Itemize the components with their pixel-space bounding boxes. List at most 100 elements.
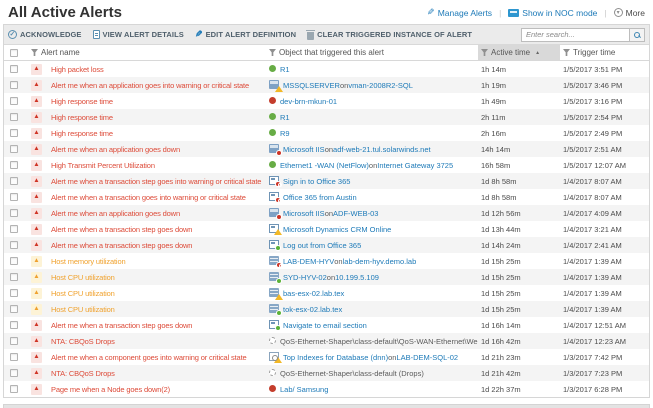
alert-name-link[interactable]: Alert me when a transaction goes into wa… (51, 192, 246, 202)
row-checkbox[interactable] (10, 321, 18, 329)
table-row[interactable]: ▲ Alert me when an application goes down… (4, 141, 649, 157)
view-alert-details-button[interactable]: VIEW ALERT DETAILS (92, 30, 184, 39)
object-link[interactable]: Lab/ Samsung (280, 384, 329, 394)
object-link[interactable]: tok-esx-02.lab.tex (283, 304, 343, 314)
table-row[interactable]: ▲ Alert me when an application goes down… (4, 205, 649, 221)
select-all-checkbox[interactable] (10, 48, 18, 57)
alert-name-link[interactable]: Alert me when a component goes into warn… (51, 352, 247, 362)
row-checkbox[interactable] (10, 369, 18, 377)
row-checkbox[interactable] (10, 97, 18, 105)
alert-name-link[interactable]: Page me when a Node goes down(2) (51, 384, 171, 394)
column-header-trigger-time[interactable]: Trigger time (560, 45, 649, 60)
table-row[interactable]: ▲ Host memory utilization LAB-DEM-HYV on… (4, 253, 649, 269)
clear-triggered-instance-button[interactable]: CLEAR TRIGGERED INSTANCE OF ALERT (306, 29, 472, 40)
table-row[interactable]: ▲ Host CPU utilization bas-esx-02.lab.te… (4, 285, 649, 301)
alert-name-link[interactable]: Host CPU utilization (51, 288, 115, 298)
object-link[interactable]: LAB-DEM-HYV (283, 256, 335, 266)
object-link[interactable]: Office 365 from Austin (283, 192, 357, 202)
object-link[interactable]: Microsoft Dynamics CRM Online (283, 224, 392, 234)
search-button[interactable] (629, 27, 645, 42)
table-row[interactable]: ▲ Alert me when a transaction step goes … (4, 317, 649, 333)
alert-name-link[interactable]: Host CPU utilization (51, 304, 115, 314)
object-link[interactable]: MSSQLSERVER (283, 80, 340, 90)
alert-name-link[interactable]: Host CPU utilization (51, 272, 115, 282)
object-link[interactable]: SYD-HYV-02 (283, 272, 327, 282)
object-link[interactable]: vman-2008R2-SQL (348, 80, 413, 90)
alert-name-link[interactable]: High Transmit Percent Utilization (51, 160, 155, 170)
object-link[interactable]: dev-brn-mkun-01 (280, 96, 338, 106)
row-checkbox[interactable] (10, 385, 18, 393)
filter-icon[interactable] (269, 49, 276, 56)
table-row[interactable]: ▲ Page me when a Node goes down(2) Lab/ … (4, 381, 649, 397)
object-link[interactable]: R9 (280, 128, 290, 138)
table-row[interactable]: ▲ Alert me when a transaction step goes … (4, 173, 649, 189)
table-row[interactable]: ▲ High response time R1 2h 11m 1/5/2017 … (4, 109, 649, 125)
alert-name-link[interactable]: NTA: CBQoS Drops (51, 368, 115, 378)
object-link[interactable]: Navigate to email section (283, 320, 367, 330)
table-row[interactable]: ▲ Alert me when a component goes into wa… (4, 349, 649, 365)
alert-name-link[interactable]: NTA: CBQoS Drops (51, 336, 115, 346)
row-checkbox[interactable] (10, 305, 18, 313)
alert-name-link[interactable]: Alert me when a transaction step goes do… (51, 224, 193, 234)
table-row[interactable]: ▲ Host CPU utilization tok-esx-02.lab.te… (4, 301, 649, 317)
alert-name-link[interactable]: Host memory utilization (51, 256, 126, 266)
row-checkbox[interactable] (10, 353, 18, 361)
column-header-alert-name[interactable]: Alert name (28, 45, 266, 60)
object-link[interactable]: ADF-WEB-03 (333, 208, 379, 218)
table-row[interactable]: ▲ High response time R9 2h 16m 1/5/2017 … (4, 125, 649, 141)
more-button[interactable]: ▾ More (613, 8, 645, 18)
filter-icon[interactable] (31, 49, 38, 56)
object-link[interactable]: Log out from Office 365 (283, 240, 362, 250)
object-link[interactable]: Sign in to Office 365 (283, 176, 351, 186)
object-link[interactable]: Top Indexes for Database (dnn) (283, 352, 389, 362)
row-checkbox[interactable] (10, 273, 18, 281)
row-checkbox[interactable] (10, 193, 18, 201)
row-checkbox[interactable] (10, 289, 18, 297)
row-checkbox[interactable] (10, 257, 18, 265)
alert-name-link[interactable]: Alert me when an application goes down (51, 208, 180, 218)
table-row[interactable]: ▲ NTA: CBQoS Drops QoS-Ethernet-Shaper\c… (4, 333, 649, 349)
table-row[interactable]: ▲ Alert me when an application goes into… (4, 77, 649, 93)
row-checkbox[interactable] (10, 65, 18, 73)
alert-name-link[interactable]: High response time (51, 112, 113, 122)
alert-name-link[interactable]: Alert me when a transaction step goes do… (51, 240, 193, 250)
alert-name-link[interactable]: Alert me when an application goes into w… (51, 80, 250, 90)
row-checkbox[interactable] (10, 129, 18, 137)
row-checkbox[interactable] (10, 225, 18, 233)
row-checkbox[interactable] (10, 145, 18, 153)
alert-name-link[interactable]: Alert me when a transaction step goes in… (51, 176, 262, 186)
object-link[interactable]: adf-web-21.tul.solarwinds.net (333, 144, 431, 154)
row-checkbox[interactable] (10, 241, 18, 249)
alert-name-link[interactable]: High response time (51, 96, 113, 106)
object-link[interactable]: Internet Gateway 3725 (377, 160, 454, 170)
object-link[interactable]: Microsoft IIS (283, 208, 325, 218)
filter-icon[interactable] (481, 49, 488, 56)
table-row[interactable]: ▲ Alert me when a transaction goes into … (4, 189, 649, 205)
object-link[interactable]: Microsoft IIS (283, 144, 325, 154)
row-checkbox[interactable] (10, 161, 18, 169)
table-row[interactable]: ▲ Alert me when a transaction step goes … (4, 237, 649, 253)
table-row[interactable]: ▲ High packet loss R1 1h 14m 1/5/2017 3:… (4, 61, 649, 77)
alert-name-link[interactable]: Alert me when a transaction step goes do… (51, 320, 193, 330)
column-header-active-time[interactable]: Active time ▲ (478, 45, 560, 60)
object-link[interactable]: Ethernet1 -WAN (NetFlow) (280, 160, 369, 170)
table-row[interactable]: ▲ Alert me when a transaction step goes … (4, 221, 649, 237)
row-checkbox[interactable] (10, 81, 18, 89)
filter-icon[interactable] (563, 49, 570, 56)
manage-alerts-button[interactable]: ✎ Manage Alerts (427, 7, 493, 18)
edit-alert-definition-button[interactable]: ✎ EDIT ALERT DEFINITION (194, 29, 297, 39)
row-checkbox[interactable] (10, 113, 18, 121)
object-link[interactable]: 10.199.5.109 (335, 272, 379, 282)
alert-name-link[interactable]: Alert me when an application goes down (51, 144, 180, 154)
table-row[interactable]: ▲ Host CPU utilization SYD-HYV-02 on 10.… (4, 269, 649, 285)
row-checkbox[interactable] (10, 177, 18, 185)
object-link[interactable]: R1 (280, 64, 290, 74)
alert-name-link[interactable]: High response time (51, 128, 113, 138)
acknowledge-button[interactable]: ✓ ACKNOWLEDGE (8, 30, 82, 39)
row-checkbox[interactable] (10, 209, 18, 217)
column-header-object[interactable]: Object that triggered this alert (266, 45, 478, 60)
table-row[interactable]: ▲ NTA: CBQoS Drops QoS-Ethernet-Shaper\c… (4, 365, 649, 381)
table-row[interactable]: ▲ High response time dev-brn-mkun-01 1h … (4, 93, 649, 109)
row-checkbox[interactable] (10, 337, 18, 345)
object-link[interactable]: LAB-DEM-SQL-02 (396, 352, 459, 362)
